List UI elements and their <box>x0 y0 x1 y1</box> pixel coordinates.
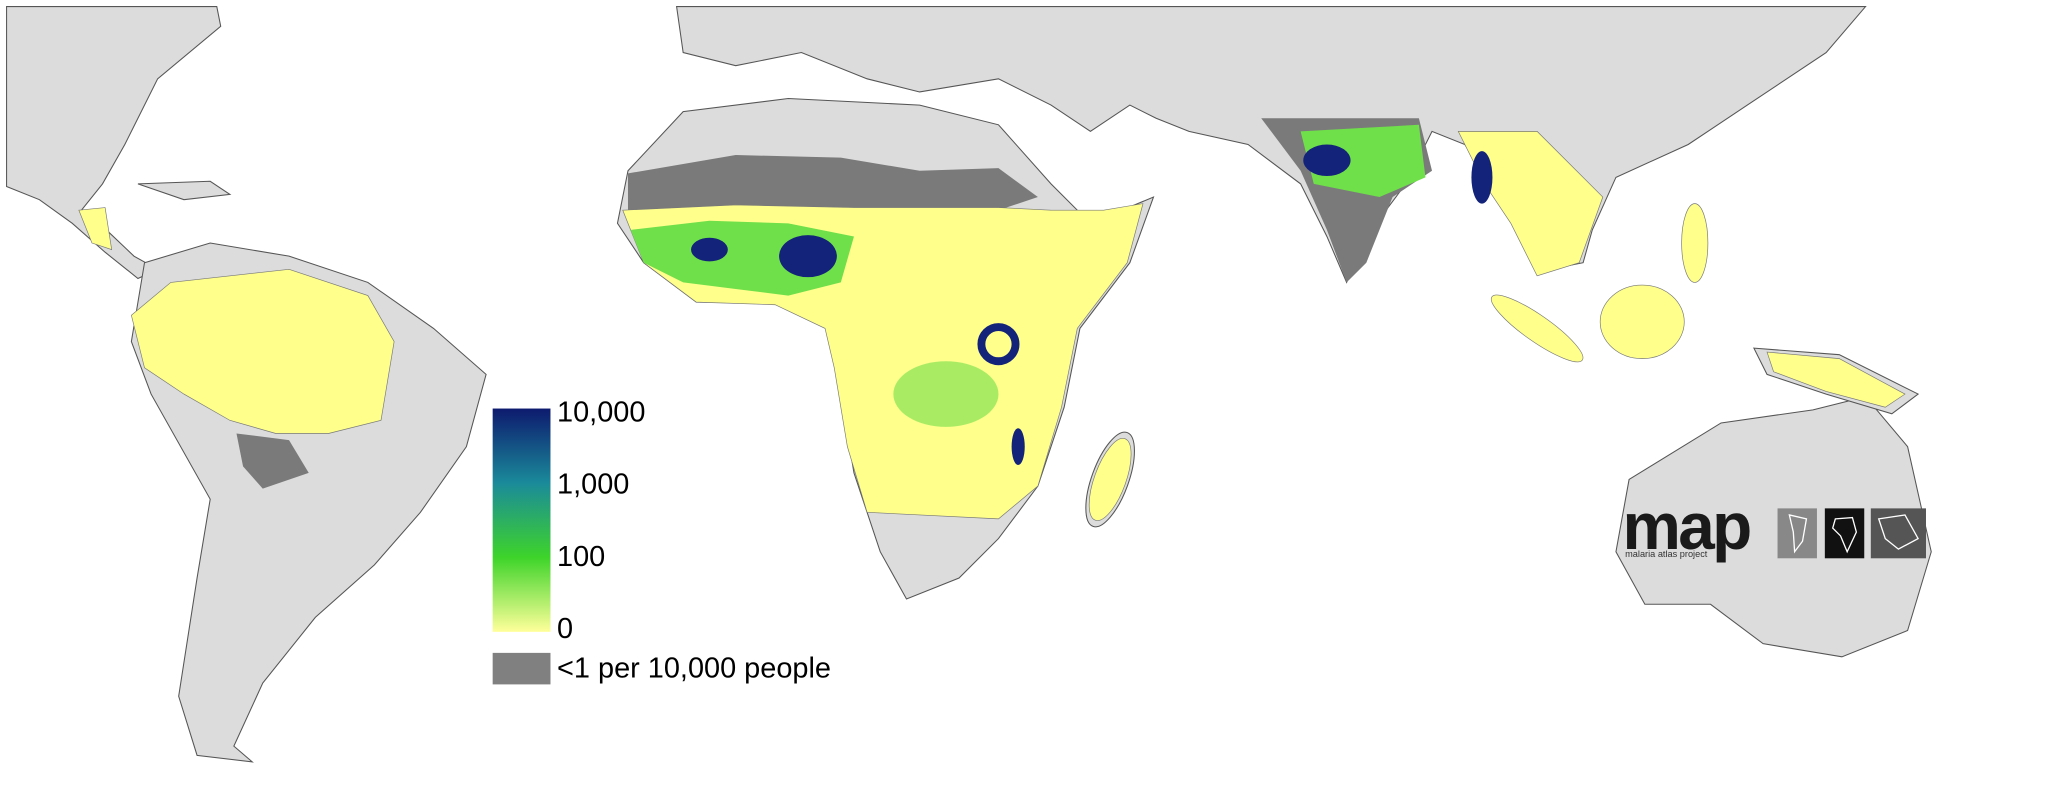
lake-victoria-hotspot <box>977 323 1020 366</box>
india-east-high <box>1300 124 1426 198</box>
caribbean <box>137 180 232 201</box>
low-label: <1 per 10,000 people <box>557 653 831 685</box>
logo-tile <box>1777 508 1817 559</box>
logo-title: map <box>1623 490 1751 563</box>
borneo-endemic <box>1599 284 1685 359</box>
sahel-low <box>627 155 1038 211</box>
sumatra-endemic <box>1490 294 1584 363</box>
scale-label: 100 <box>557 541 605 573</box>
australia <box>1615 396 1932 658</box>
logo-tile-map <box>1788 514 1808 554</box>
new-guinea-endemic <box>1766 351 1906 408</box>
low-swatch <box>492 652 551 685</box>
nigeria-hotspot <box>779 235 837 278</box>
philippines-endemic <box>1681 203 1709 283</box>
endemic-areas <box>78 118 1906 521</box>
odisha-hotspot <box>1303 144 1351 177</box>
central-africa-mid <box>893 361 999 427</box>
north-america <box>6 6 222 280</box>
legend: 10,000 1,000 100 0 <1 per 10,000 people <box>492 396 831 685</box>
logo-tile <box>1870 508 1926 559</box>
logo: map malaria atlas project <box>1623 490 1926 563</box>
madagascar-endemic <box>1088 438 1132 521</box>
ghana-hotspot <box>691 237 728 262</box>
scale-label: 1,000 <box>557 469 629 501</box>
logo-tile-map <box>1877 514 1920 550</box>
logo-tile-map <box>1831 516 1858 554</box>
logo-tile <box>1824 508 1865 559</box>
amazon-endemic <box>131 268 395 434</box>
myanmar-hotspot <box>1471 151 1493 204</box>
colorbar <box>492 408 551 632</box>
central-america-endemic <box>78 207 113 251</box>
malawi-hotspot <box>1011 428 1025 466</box>
scale-label: 10,000 <box>557 396 645 428</box>
logo-subtitle: malaria atlas project <box>1625 549 1708 559</box>
andes-low <box>236 433 309 489</box>
scale-label: 0 <box>557 613 573 645</box>
